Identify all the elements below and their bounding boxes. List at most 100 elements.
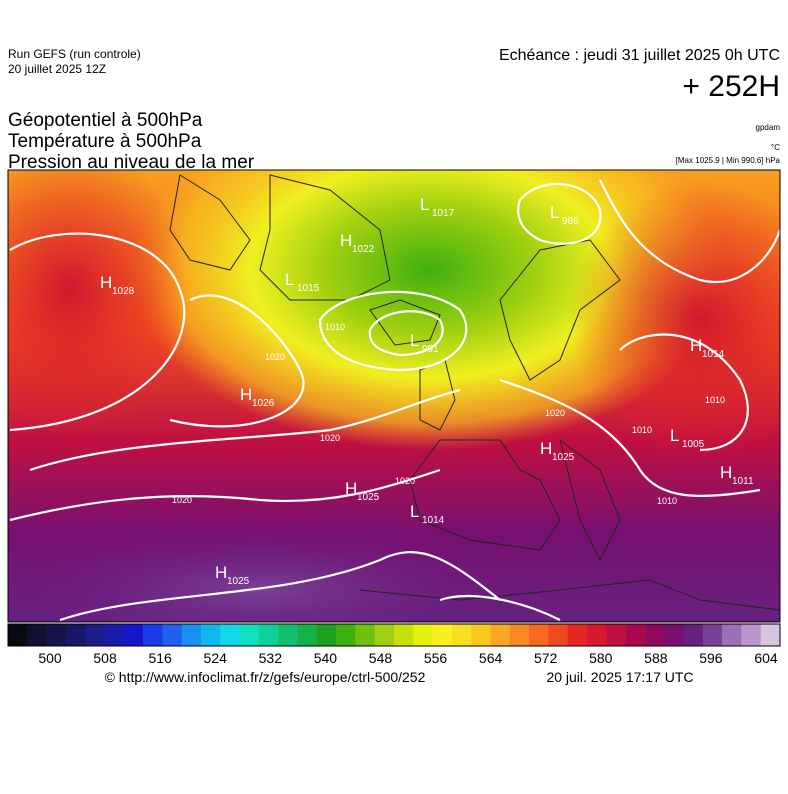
run-label: Run GEFS (run controle) — [8, 47, 141, 61]
field-title: Pression au niveau de la mer — [8, 152, 255, 173]
colorbar-tick: 524 — [204, 650, 228, 666]
colorbar-tick: 596 — [699, 650, 723, 666]
run-date: 20 juillet 2025 12Z — [8, 62, 106, 76]
color-swatch — [201, 624, 221, 646]
warm-area — [570, 180, 780, 460]
center-letter: L — [550, 203, 559, 222]
color-swatch — [374, 624, 395, 646]
center-pressure: 1014 — [422, 515, 445, 526]
center-pressure: 1026 — [252, 398, 275, 409]
colorbar-tick: 588 — [644, 650, 668, 666]
color-swatch — [644, 624, 665, 646]
color-swatch — [220, 624, 240, 646]
color-swatch — [548, 624, 568, 646]
color-swatch — [143, 624, 163, 646]
center-pressure: 1025 — [357, 492, 380, 503]
color-swatch — [162, 624, 182, 646]
color-swatch — [8, 624, 28, 646]
center-pressure: 1011 — [732, 476, 754, 487]
color-swatch — [181, 624, 202, 646]
center-letter: L — [670, 426, 679, 445]
color-swatch — [760, 624, 781, 646]
field-title: Température à 500hPa — [8, 131, 202, 152]
colorbar: 500 508 516 524 532 540 548 556 564 572 580 588 596 6… — [7, 623, 781, 666]
color-swatch — [509, 624, 530, 646]
lead-time: + 252H — [682, 70, 780, 103]
center-pressure: 986 — [562, 216, 579, 227]
unit-label: gpdam — [756, 123, 781, 132]
center-letter: L — [420, 195, 429, 214]
isobar-label: 1020 — [545, 408, 565, 418]
colorbar-tick: 564 — [479, 650, 503, 666]
center-pressure: 1017 — [432, 208, 455, 219]
color-swatch — [278, 624, 298, 646]
center-pressure: 1005 — [682, 439, 705, 450]
color-swatch — [741, 624, 761, 646]
center-letter: L — [410, 331, 419, 350]
center-letter: H — [345, 479, 357, 498]
color-swatch — [27, 624, 47, 646]
map-frame — [7, 169, 781, 623]
source-link[interactable]: © http://www.infoclimat.fr/z/gefs/europe… — [105, 669, 426, 685]
center-pressure: 1022 — [352, 244, 375, 255]
isobar-label: 1020 — [320, 433, 340, 443]
colorbar-tick: 532 — [259, 650, 283, 666]
center-pressure: 1028 — [112, 286, 135, 297]
colorbar-tick: 604 — [754, 650, 778, 666]
color-swatch — [46, 624, 67, 646]
colorbar-tick: 500 — [38, 650, 62, 666]
isobar-label: 1010 — [657, 496, 677, 506]
cold-pool — [130, 170, 730, 450]
field-title: Géopotentiel à 500hPa — [8, 110, 203, 131]
color-swatch — [529, 624, 549, 646]
center-pressure: 1014 — [702, 349, 725, 360]
color-swatch — [451, 624, 472, 646]
isobar-label: 1010 — [705, 395, 725, 405]
color-swatch — [606, 624, 626, 646]
color-swatch — [413, 624, 433, 646]
colorbar-tick: 548 — [369, 650, 393, 666]
valid-time: Echéance : jeudi 31 juillet 2025 0h UTC — [499, 47, 780, 64]
isobars — [9, 179, 780, 622]
center-letter: L — [285, 270, 294, 289]
color-swatch — [85, 624, 105, 646]
color-swatch — [664, 624, 684, 646]
colorbar-tick: 572 — [534, 650, 558, 666]
color-swatch — [471, 624, 491, 646]
colorbar-frame — [7, 623, 781, 647]
colorbar-tick: 516 — [148, 650, 172, 666]
color-swatch — [239, 624, 260, 646]
color-swatch — [394, 624, 414, 646]
color-swatch — [355, 624, 375, 646]
colorbar-tick: 580 — [589, 650, 613, 666]
color-swatch — [316, 624, 337, 646]
unit-label: °C — [771, 143, 780, 152]
colorbar-tick: 556 — [424, 650, 448, 666]
center-pressure: 1015 — [297, 283, 320, 294]
color-swatch — [567, 624, 588, 646]
warm-core — [20, 530, 500, 622]
center-pressure: 1025 — [552, 452, 575, 463]
center-letter: H — [340, 231, 352, 250]
center-letter: H — [215, 563, 227, 582]
color-swatch — [297, 624, 318, 646]
color-swatch — [625, 624, 646, 646]
center-letter: H — [240, 385, 252, 404]
color-swatch — [722, 624, 742, 646]
center-letter: H — [100, 273, 112, 292]
isobar-label: 1010 — [632, 425, 652, 435]
color-swatch — [587, 624, 607, 646]
warm-area — [8, 170, 190, 440]
center-letter: L — [410, 502, 419, 521]
color-swatch — [702, 624, 723, 646]
map-field — [8, 170, 780, 622]
center-pressure: 1025 — [227, 576, 250, 587]
center-letter: H — [690, 336, 702, 355]
color-swatch — [336, 624, 356, 646]
color-swatch — [490, 624, 511, 646]
color-swatch — [65, 624, 86, 646]
center-pressure: 991 — [422, 344, 439, 355]
colorbar-tick: 508 — [93, 650, 117, 666]
